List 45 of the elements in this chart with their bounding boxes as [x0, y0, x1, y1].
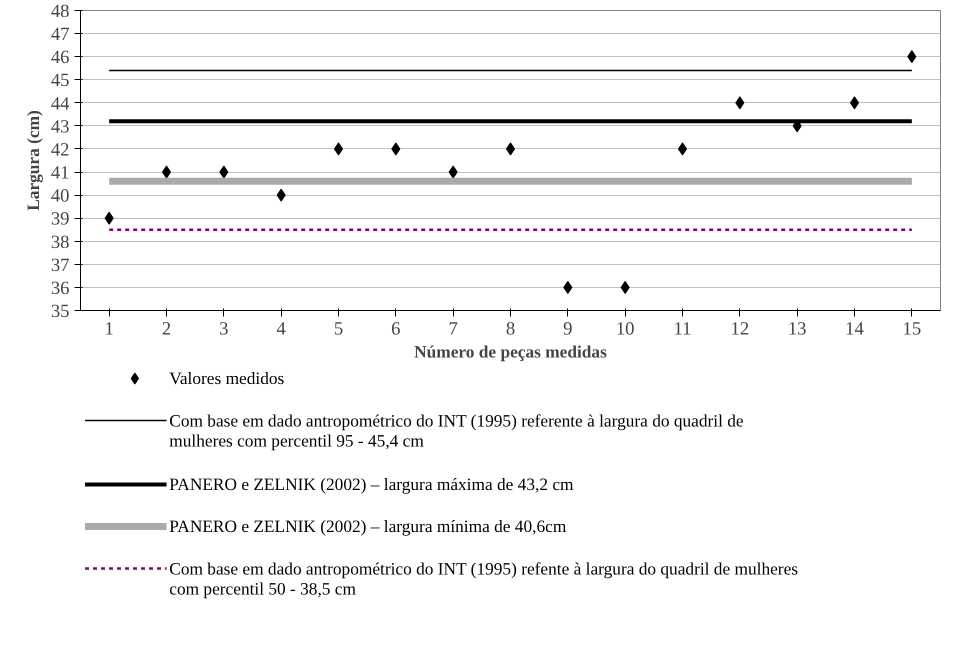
- x-tick-label: 10: [616, 318, 634, 340]
- x-tick-label: 1: [104, 318, 114, 340]
- y-tick-label: 42: [50, 139, 70, 160]
- legend-label: PANERO e ZELNIK (2002) – largura mínima de 40,6cm: [169, 517, 567, 536]
- legend-label: Com base em dado antropométrico do INT (1995) referente à largura do quadril de mulheres com percentil 95 - 45,4 cm: [169, 412, 744, 450]
- point: [391, 142, 400, 156]
- y-tick-label: 37: [50, 254, 70, 276]
- x-tick-label: 4: [276, 318, 287, 340]
- x-tick-label: 2: [162, 318, 172, 340]
- y-tick-label: 46: [50, 47, 70, 68]
- x-tick-label: 8: [506, 318, 516, 340]
- x-tick-label: 15: [902, 318, 922, 340]
- x-tick-label: 9: [563, 318, 572, 340]
- legend-label: Com base em dado antropométrico do INT (1995) refente à largura do quadril de mulheres com percentil 50 - 38,5 cm: [169, 560, 798, 598]
- y-tick-label: 43: [50, 116, 70, 138]
- legend-label: PANERO e ZELNIK (2002) – largura máxima de 43,2 cm: [169, 475, 574, 494]
- x-tick-label: 12: [730, 318, 750, 340]
- x-tick-label: 13: [788, 318, 806, 340]
- x-tick-label: 7: [448, 318, 458, 340]
- x-axis-title: Número de peças medidas: [414, 342, 608, 362]
- point: [563, 280, 572, 294]
- x-tick-label: 11: [674, 318, 692, 340]
- x-tick-label: 6: [391, 318, 400, 340]
- y-tick-label: 38: [50, 232, 70, 253]
- y-tick-label: 39: [50, 208, 70, 230]
- y-tick-label: 45: [50, 70, 70, 92]
- y-tick-label: 35: [50, 301, 70, 322]
- point: [620, 280, 630, 294]
- y-tick-label: 36: [50, 278, 70, 299]
- y-tick-label: 48: [50, 1, 70, 22]
- legend-label: Valores medidos: [169, 369, 285, 388]
- point: [735, 96, 744, 110]
- point: [276, 188, 286, 202]
- y-tick-label: 40: [50, 186, 70, 207]
- y-tick-label: 44: [50, 93, 70, 114]
- point: [104, 212, 114, 225]
- y-axis-title: Largura (cm): [24, 110, 43, 211]
- point: [448, 166, 458, 179]
- point: [219, 166, 228, 179]
- x-tick-label: 5: [334, 318, 344, 340]
- x-tick-label: 3: [219, 318, 228, 340]
- point: [907, 50, 916, 64]
- y-tick-label: 47: [50, 24, 70, 46]
- x-tick-label: 14: [845, 318, 864, 340]
- y-tick-label: 41: [50, 162, 70, 184]
